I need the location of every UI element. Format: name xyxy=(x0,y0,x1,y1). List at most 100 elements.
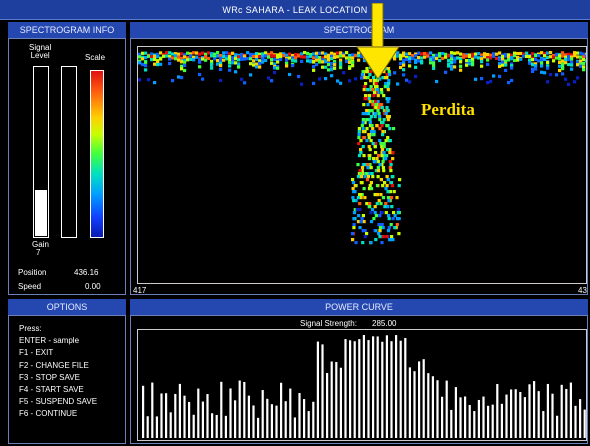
power-bar xyxy=(252,405,255,438)
spectrogram-cell xyxy=(336,55,340,59)
power-curve-panel xyxy=(130,315,588,444)
spectrogram-cell xyxy=(258,52,262,56)
spectrogram-cell xyxy=(318,51,322,55)
spectrogram-cell xyxy=(189,57,193,61)
spectrogram-cell xyxy=(385,235,389,239)
spectrogram-cell xyxy=(489,56,493,60)
spectrogram-cell xyxy=(294,52,298,57)
spectrogram-cell xyxy=(570,60,574,64)
spectrogram-cell xyxy=(183,59,187,63)
spectrogram-cell xyxy=(291,63,295,68)
spectrogram-cell xyxy=(186,51,190,55)
spectrogram-cell xyxy=(402,63,406,67)
spectrogram-cell xyxy=(348,65,352,69)
spectrogram-cell xyxy=(240,57,244,61)
spectrogram-cell xyxy=(385,124,389,128)
spectrogram-cell xyxy=(228,57,232,61)
spectrogram-cell xyxy=(459,68,463,72)
spectrogram-cell xyxy=(368,205,372,209)
power-bar xyxy=(270,404,273,438)
power-bar xyxy=(514,389,517,438)
spectrogram-cell xyxy=(255,57,259,62)
power-bar xyxy=(556,415,559,438)
spectrogram-cell xyxy=(365,70,369,74)
spectrogram-cell xyxy=(363,235,367,239)
spectrogram-cell xyxy=(210,59,214,64)
spectrogram-cell xyxy=(564,77,568,81)
spectrogram-cell xyxy=(237,55,241,59)
power-bar xyxy=(565,388,568,438)
spectrogram-cell xyxy=(348,60,352,64)
spectrogram-cell xyxy=(367,112,371,116)
spectrogram-cell xyxy=(216,54,220,58)
spectrogram-cell xyxy=(357,58,361,62)
spectrogram-cell xyxy=(357,214,361,218)
spectrogram-cell xyxy=(371,175,375,179)
spectrogram-cell xyxy=(321,56,325,60)
spectrogram-cell xyxy=(363,85,367,89)
spectrogram-cell xyxy=(234,70,238,74)
spectrogram-cell xyxy=(156,60,160,64)
spectrogram-cell xyxy=(373,91,377,95)
spectrogram-cell xyxy=(365,67,369,71)
power-bar xyxy=(178,383,181,438)
option-item: ENTER - sample xyxy=(19,336,80,346)
spectrogram-cell xyxy=(362,103,366,107)
spectrogram-cell xyxy=(564,61,568,65)
spectrogram-cell xyxy=(333,63,337,67)
spectrogram-cell xyxy=(374,85,378,89)
spectrogram-cell xyxy=(270,58,274,62)
spectrogram-cell xyxy=(150,52,154,56)
spectrogram-cell xyxy=(294,59,298,63)
spectrogram-cell xyxy=(333,59,337,64)
spectrogram-cell xyxy=(374,82,378,86)
spectrogram-cell xyxy=(388,160,392,164)
spectrogram-cell xyxy=(450,67,454,71)
spectrogram-cell xyxy=(192,55,196,59)
spectrogram-cell xyxy=(492,52,496,56)
spectrogram-cell xyxy=(138,78,142,82)
spectrogram-cell xyxy=(365,139,369,143)
spectrogram-cell xyxy=(324,65,328,69)
x-axis-start-label: 417 xyxy=(133,286,147,295)
spectrogram-cell xyxy=(210,52,214,56)
spectrogram-cell xyxy=(582,55,586,59)
signal-level-meter xyxy=(33,66,49,238)
spectrogram-cell xyxy=(368,163,372,167)
spectrogram-cell xyxy=(381,130,385,134)
power-bar xyxy=(367,340,370,438)
spectrogram-cell xyxy=(306,59,310,63)
spectrogram-cell xyxy=(579,55,583,59)
spectrogram-cell xyxy=(366,103,370,107)
spectrogram-cell xyxy=(333,66,337,70)
spectrogram-cell xyxy=(377,223,381,227)
spectrogram-cell xyxy=(365,127,369,131)
spectrogram-cell xyxy=(435,53,439,57)
spectrogram-cell xyxy=(388,190,392,194)
spectrogram-cell xyxy=(333,55,337,59)
spectrogram-cell xyxy=(396,211,400,215)
spectrogram-cell xyxy=(373,160,378,164)
spectrogram-cell xyxy=(279,57,283,62)
spectrogram-cell xyxy=(389,169,393,173)
spectrogram-cell xyxy=(372,217,376,221)
spectrogram-cell xyxy=(350,232,355,236)
spectrogram-cell xyxy=(459,60,463,64)
spectrogram-cell xyxy=(396,54,400,58)
spectrogram-cell xyxy=(264,54,268,58)
spectrogram-cell xyxy=(522,52,526,56)
power-bar xyxy=(174,393,177,438)
spectrogram-cell xyxy=(489,53,493,57)
spectrogram-cell xyxy=(339,61,343,65)
spectrogram-cell xyxy=(388,139,392,143)
spectrogram-cell xyxy=(156,55,160,59)
spectrogram-cell xyxy=(564,53,568,57)
spectrogram-cell xyxy=(222,51,226,55)
spectrogram-cell xyxy=(195,51,199,55)
spectrogram-cell xyxy=(144,51,148,55)
power-bar xyxy=(224,415,227,438)
spectrogram-cell xyxy=(507,58,511,62)
spectrogram-cell xyxy=(357,142,361,146)
spectrogram-cell xyxy=(378,214,382,218)
spectrogram-cell xyxy=(303,55,307,59)
